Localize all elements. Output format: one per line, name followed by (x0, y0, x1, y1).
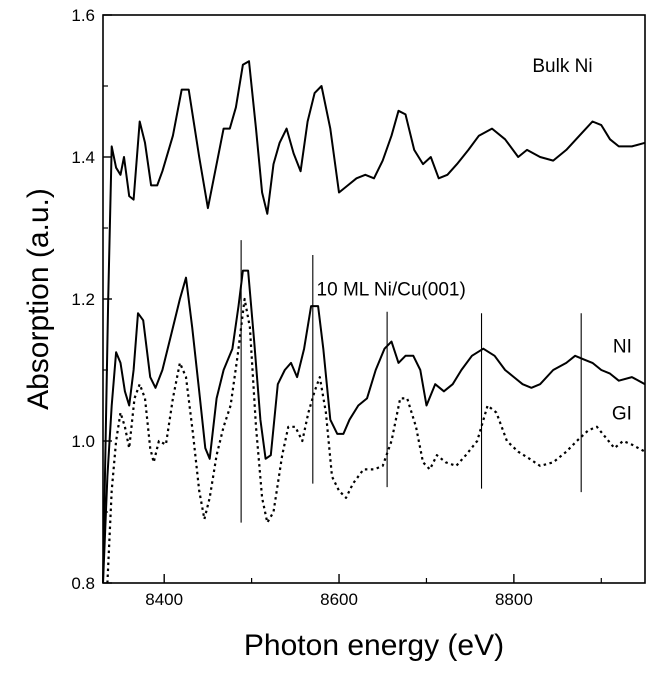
y-tick-label: 0.8 (71, 574, 95, 593)
x-tick-label: 8600 (320, 590, 358, 609)
annotation-label: Bulk Ni (532, 56, 592, 77)
series-line (106, 297, 646, 584)
plot-area: 8400 8600 8800 0.8 1.0 1.2 1.4 1.6 (71, 6, 646, 609)
x-tick-label: 8400 (145, 590, 183, 609)
y-tick-label: 1.4 (71, 148, 95, 167)
y-axis-title: Absorption (a.u.) (22, 188, 55, 410)
x-axis-ticks: 8400 8600 8800 (145, 574, 602, 609)
annotations: Bulk Ni 10 ML Ni/Cu(001) NI GI (317, 56, 632, 425)
annotation-label: 10 ML Ni/Cu(001) (317, 279, 466, 300)
series-line (102, 269, 646, 584)
annotation-label: NI (613, 336, 632, 357)
y-tick-label: 1.2 (71, 290, 95, 309)
y-tick-label: 1.6 (71, 6, 95, 25)
x-tick-label: 8800 (495, 590, 533, 609)
x-axis-title: Photon energy (eV) (244, 629, 504, 662)
y-tick-label: 1.0 (71, 432, 95, 451)
series-line (102, 60, 646, 584)
y-axis-ticks: 0.8 1.0 1.2 1.4 1.6 (71, 6, 112, 593)
annotation-label: GI (612, 404, 632, 425)
series-group (102, 60, 646, 584)
